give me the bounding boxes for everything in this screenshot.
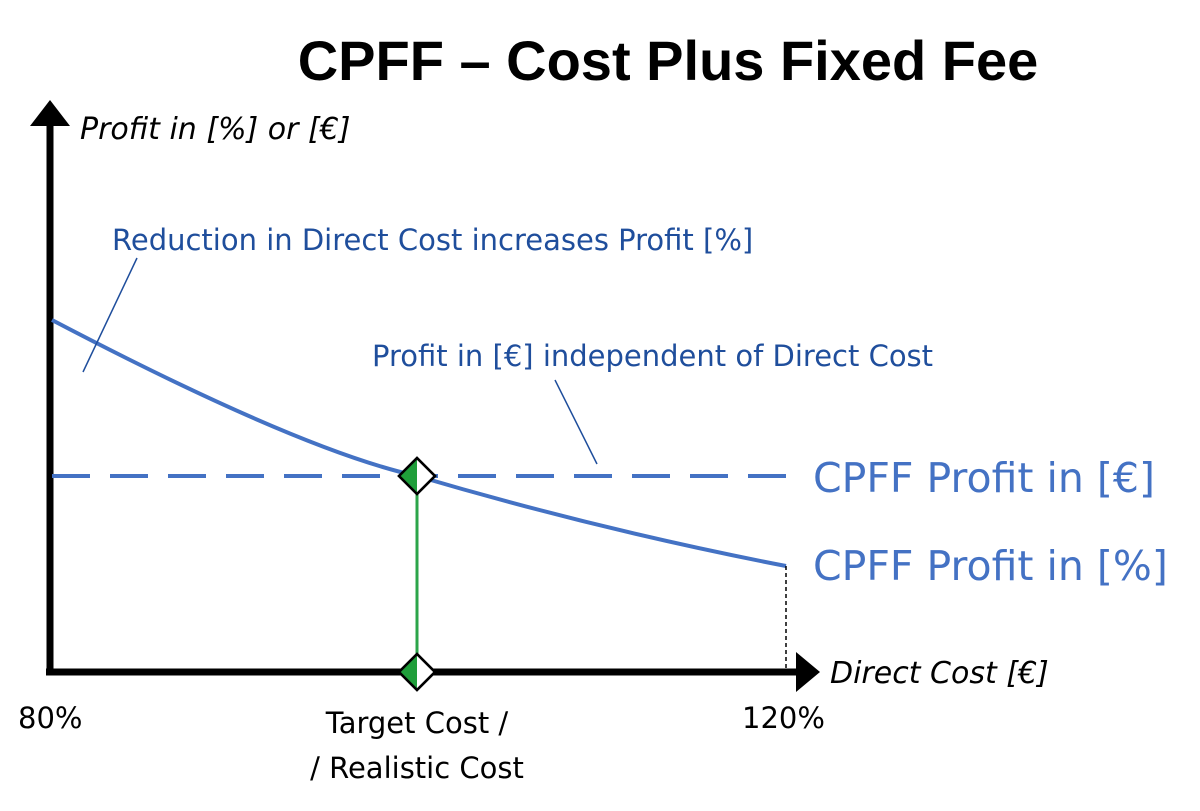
tick-label-target-line1: Target Cost / [325,706,509,740]
independent-annotation: Profit in [€] independent of Direct Cost [372,339,933,373]
x-axis-arrow-icon [796,652,820,692]
x-axis-label: Direct Cost [€] [830,656,1049,691]
target-axis-marker [397,652,437,692]
independent-leader-line [554,379,598,465]
fixed-fee-series-label: CPFF Profit in [€] [813,454,1155,502]
tick-label-target-line2: / Realistic Cost [310,751,524,785]
y-axis-arrow-icon [30,100,70,126]
y-axis-label: Profit in [%] or [€] [80,112,351,147]
reduction-annotation: Reduction in Direct Cost increases Profi… [112,223,753,257]
tick-label-120: 120% [742,701,825,735]
reduction-leader-line [82,257,138,373]
intersection-marker [397,456,437,496]
percent-series-label: CPFF Profit in [%] [813,542,1168,590]
tick-label-80: 80% [18,701,82,735]
page-title: CPFF – Cost Plus Fixed Fee [298,29,1039,92]
